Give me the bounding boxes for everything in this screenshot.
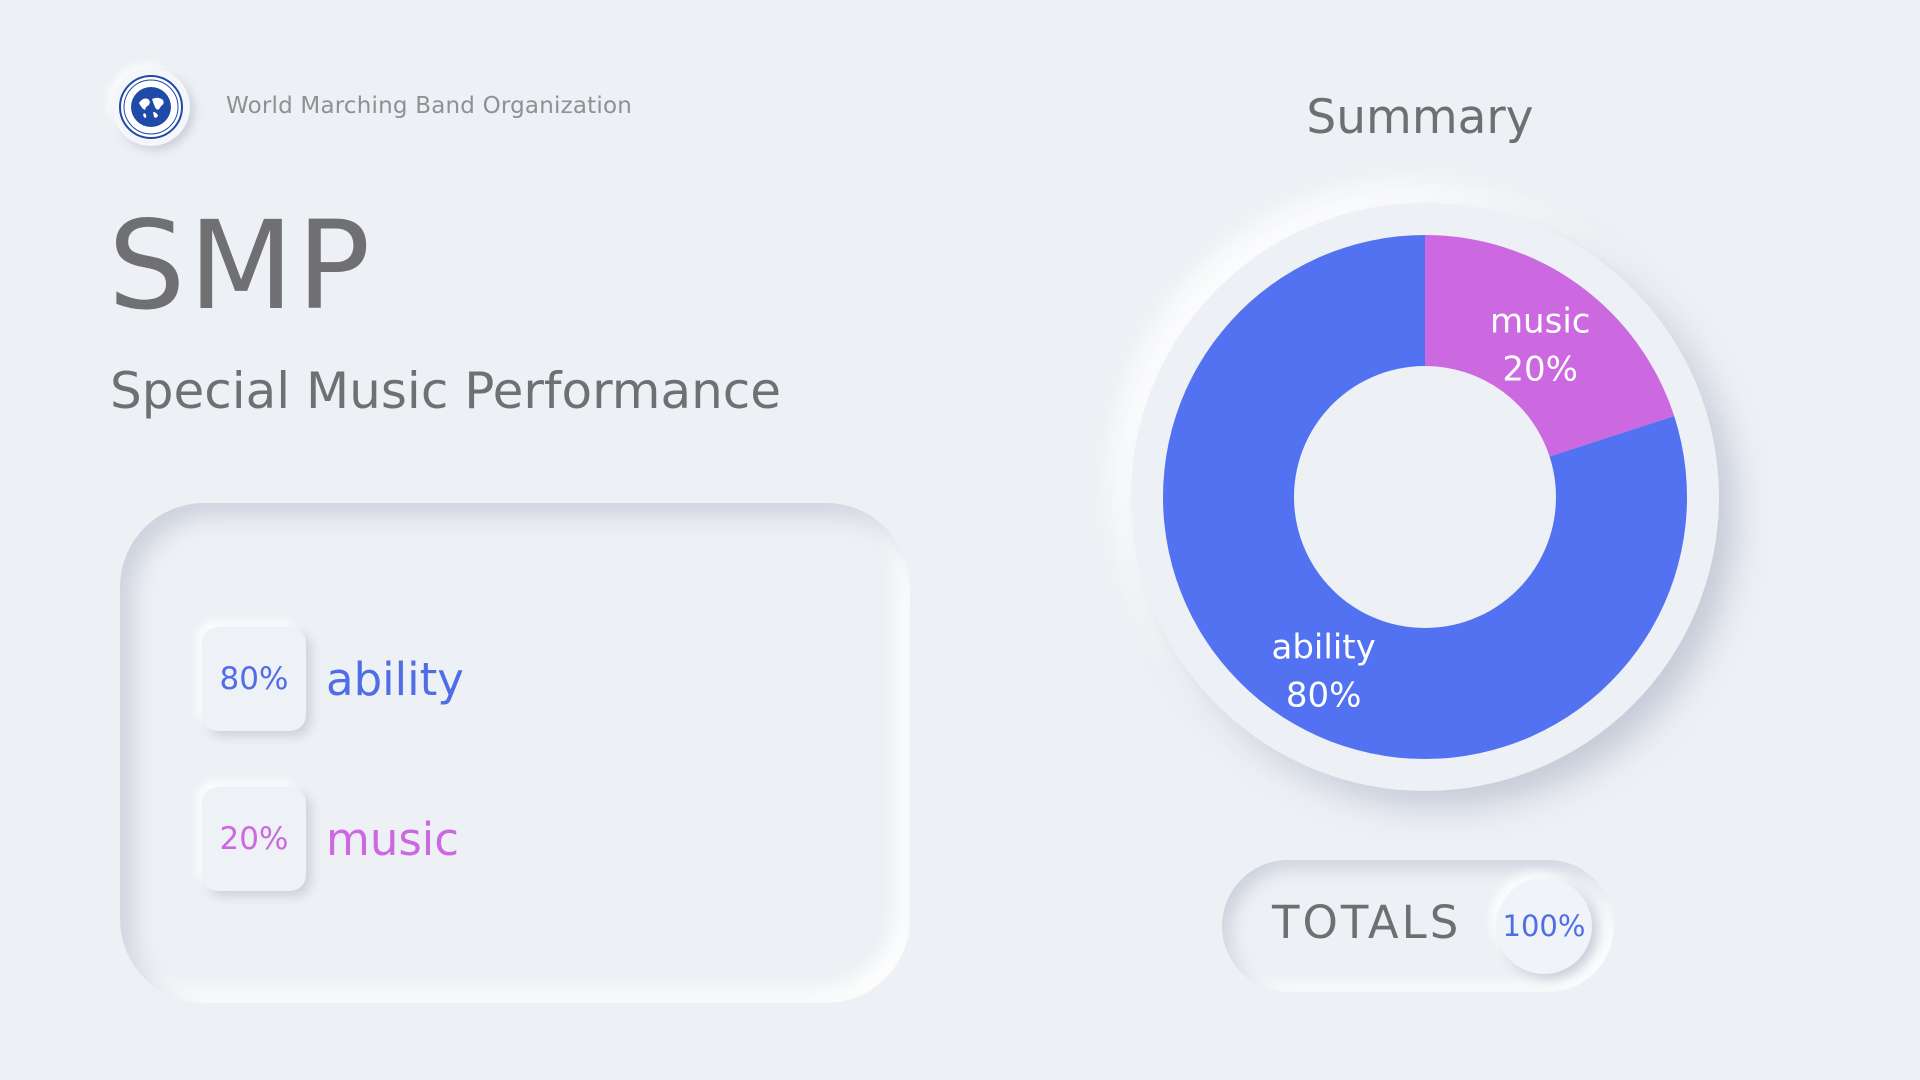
organization-name: World Marching Band Organization (226, 93, 633, 119)
totals-label: TOTALS (1272, 896, 1462, 949)
donut-label-music: music (1490, 301, 1591, 341)
legend-panel: 80% ability 20% music (120, 503, 910, 1003)
globe-logo-icon (119, 75, 183, 139)
chart-title: Summary (1306, 90, 1534, 145)
donut-slice-music (1425, 235, 1675, 457)
legend-percent: 20% (219, 821, 289, 857)
legend-percent-badge: 80% (202, 627, 306, 731)
donut-value-label-music: 20% (1502, 349, 1578, 389)
page-title: SMP (108, 195, 374, 337)
page-subtitle: Special Music Performance (110, 362, 782, 420)
donut-value-label-ability: 80% (1286, 676, 1362, 716)
donut-chart: music 20% ability 80% (1163, 235, 1688, 759)
legend-percent: 80% (219, 661, 289, 697)
donut-chart-plate: music 20% ability 80% (1131, 203, 1719, 791)
organization-logo (112, 68, 190, 146)
legend-label: ability (326, 652, 464, 706)
legend-percent-badge: 20% (202, 787, 306, 891)
legend-item-music: 20% music (202, 785, 459, 893)
totals-pill: TOTALS 100% (1222, 860, 1614, 992)
donut-slice-ability (1163, 235, 1688, 759)
legend-label: music (326, 812, 460, 866)
legend-item-ability: 80% ability (202, 625, 464, 733)
donut-label-ability: ability (1272, 628, 1376, 668)
totals-value-badge: 100% (1496, 878, 1592, 974)
totals-value: 100% (1502, 909, 1586, 943)
